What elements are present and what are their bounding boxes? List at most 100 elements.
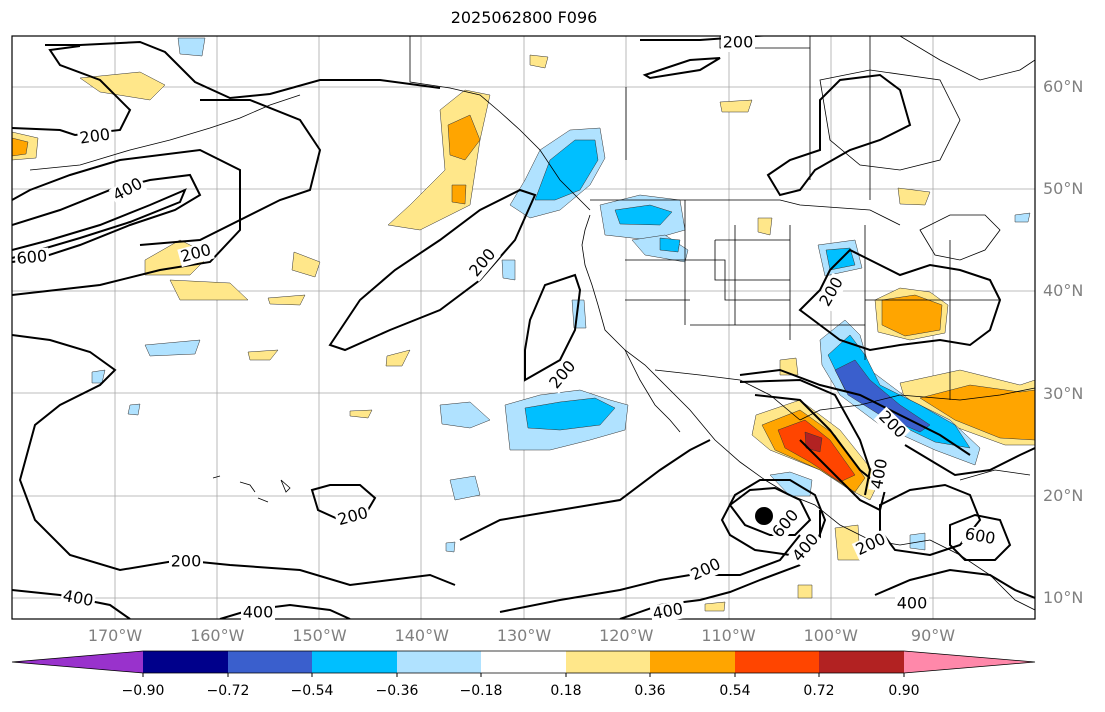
contour-label-background (961, 525, 999, 549)
colorbar-tick-label: 0.18 (550, 683, 582, 699)
positive-anomaly-area (12, 137, 29, 157)
colorbar-tick-label: 0.72 (803, 683, 835, 699)
colorbar-bin (397, 651, 481, 673)
negative-anomaly-area (534, 139, 599, 201)
low-pressure-center-marker (755, 507, 773, 525)
map-title: 2025062800 F096 (450, 8, 598, 27)
contour-label-background (649, 600, 687, 624)
contour-600 (728, 486, 812, 536)
west-coast-coastline (581, 214, 931, 546)
aleutian-islands (29, 94, 301, 171)
longitude-label: 90°W (910, 626, 956, 645)
colorbar (11, 650, 1036, 677)
contour-200 (766, 73, 912, 197)
negative-anomaly-area (439, 401, 491, 429)
contour-label: 600 (16, 246, 48, 268)
map-border (11, 35, 1036, 620)
negative-anomaly-area (501, 259, 516, 281)
contour-label-background (873, 406, 911, 444)
contour-200 (904, 444, 1035, 477)
contour-label-background (169, 553, 203, 571)
latitude-label: 40°N (1043, 281, 1084, 301)
contour-label-background (14, 247, 50, 269)
contour-label-background (686, 554, 726, 586)
contour-label-background (241, 604, 275, 622)
latitude-label: 60°N (1043, 77, 1084, 96)
positive-anomaly-area (719, 99, 753, 113)
colorbar-bin (481, 651, 566, 673)
positive-anomaly-area (247, 349, 279, 361)
shaded-anomaly-fields (12, 37, 1035, 612)
positive-anomaly-area (79, 71, 166, 101)
latitude-label: 10°N (1043, 588, 1084, 607)
colorbar-tick-label: −0.72 (206, 683, 250, 699)
positive-anomaly-area (881, 294, 943, 337)
contour-400 (219, 603, 351, 619)
hudson-bay (819, 69, 961, 171)
contour-400 (12, 173, 202, 263)
colorbar-bin (228, 651, 312, 673)
negative-anomaly-area (144, 339, 201, 357)
contour-200 (12, 334, 456, 587)
contour-label: 400 (243, 603, 274, 622)
colorbar-bin (650, 651, 735, 673)
longitude-label: 150°W (292, 626, 347, 645)
contour-label-background (465, 244, 501, 282)
positive-anomaly-area (349, 409, 373, 419)
negative-anomaly-area (445, 541, 456, 553)
positive-anomaly-area (757, 217, 773, 236)
negative-anomaly-area (834, 359, 931, 433)
contour-label-background (177, 240, 215, 268)
contour-200 (328, 188, 537, 352)
contour-200 (524, 273, 582, 382)
baja-peninsula (624, 349, 681, 433)
positive-anomaly-area (797, 584, 813, 599)
contour-label-background (788, 529, 824, 567)
longitude-label: 100°W (803, 626, 858, 645)
contour-400 (874, 568, 1035, 599)
colorbar-tick-label: 0.54 (719, 683, 751, 699)
colorbar-tick-label: 0.36 (634, 683, 666, 699)
colorbar-bin (735, 651, 819, 673)
positive-anomaly-area (169, 279, 249, 301)
positive-anomaly-area (385, 349, 411, 367)
colorbar-bin (819, 651, 904, 673)
negative-anomaly-area (127, 403, 141, 416)
us-canada-border (590, 199, 901, 226)
colorbar-tick-label: 0.90 (888, 683, 920, 699)
gulf-coast (799, 387, 1035, 421)
negative-anomaly-area (659, 237, 681, 253)
canada-interior-lines (625, 36, 871, 200)
colorbar-tick-label: −0.54 (290, 683, 334, 699)
longitude-label: 110°W (701, 626, 756, 645)
colorbar-tick-label: −0.36 (375, 683, 419, 699)
contour-lines (12, 36, 1035, 619)
contour-600 (12, 188, 187, 259)
colorbar-bin (312, 651, 397, 673)
contour-label-background (768, 505, 804, 543)
latitude-label: 20°N (1043, 485, 1084, 505)
contour-200 (45, 40, 441, 100)
longitude-label: 120°W (599, 626, 654, 645)
colorbar-extend-max (904, 651, 1035, 673)
longitude-label: 170°W (87, 626, 143, 645)
positive-anomaly-area (529, 54, 549, 69)
alaska-coastline (409, 36, 591, 211)
us-mexico-border (654, 369, 801, 421)
hawaii-islands (212, 475, 291, 503)
contour-600 (949, 513, 1012, 561)
contour-label: 200 (723, 33, 754, 52)
contour-200 (739, 368, 971, 456)
contour-400 (720, 479, 827, 557)
contour-200 (310, 484, 377, 522)
contour-label-background (815, 272, 849, 312)
contour-label: 200 (171, 552, 202, 571)
contour-label-background (108, 174, 148, 206)
positive-anomaly-area (804, 431, 823, 453)
contour-400 (739, 378, 872, 496)
longitude-label: 140°W (394, 626, 449, 645)
negative-anomaly-area (1014, 212, 1031, 223)
contour-200 (499, 534, 801, 613)
